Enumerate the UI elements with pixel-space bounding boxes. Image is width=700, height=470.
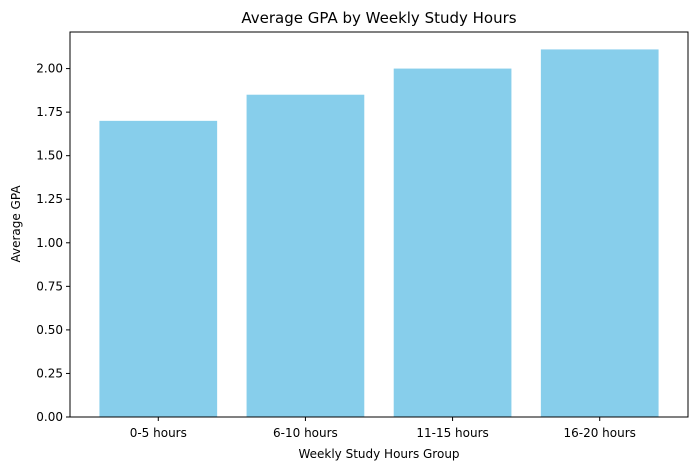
y-tick-label: 0.00: [36, 410, 63, 424]
x-axis-label: Weekly Study Hours Group: [298, 447, 459, 461]
bars-group: [99, 49, 659, 418]
bar-4: [540, 49, 659, 418]
x-ticks-group: 0-5 hours 6-10 hours 11-15 hours 16-20 hour…: [130, 417, 636, 440]
x-tick-label: 16-20 hours: [564, 426, 636, 440]
y-tick-label: 1.00: [36, 236, 63, 250]
y-tick-label: 1.50: [36, 149, 63, 163]
x-tick-label: 0-5 hours: [130, 426, 187, 440]
y-ticks-group: 0.00 0.25 0.50 0.75 1.00 1.25 1.50 1.75 2.00: [36, 62, 70, 424]
bar-3: [393, 68, 512, 417]
chart-title: Average GPA by Weekly Study Hours: [241, 9, 516, 27]
x-tick-label: 6-10 hours: [273, 426, 338, 440]
y-tick-label: 0.25: [36, 366, 63, 380]
y-tick-label: 0.75: [36, 279, 63, 293]
bar-2: [246, 94, 365, 417]
y-tick-label: 1.25: [36, 192, 63, 206]
y-tick-label: 2.00: [36, 62, 63, 76]
bar-1: [99, 120, 218, 417]
y-tick-label: 1.75: [36, 105, 63, 119]
y-tick-label: 0.50: [36, 323, 63, 337]
plot-frame: [69, 31, 689, 418]
x-tick-label: 11-15 hours: [416, 426, 488, 440]
y-axis-label: Average GPA: [9, 185, 23, 263]
